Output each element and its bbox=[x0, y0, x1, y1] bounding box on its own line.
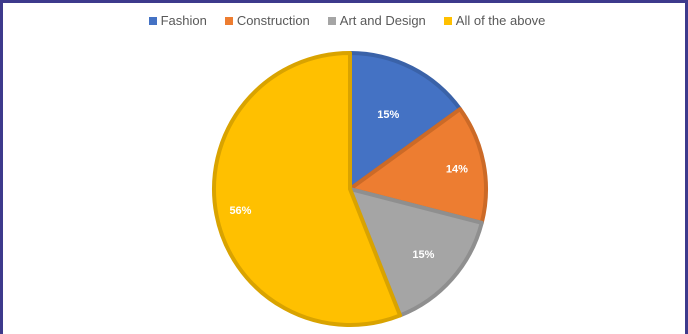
data-label-construction: 14% bbox=[446, 164, 468, 176]
pie-slice-art-and-design bbox=[348, 187, 484, 318]
pie-data-labels: 15% 14% 15% 56% bbox=[229, 109, 468, 261]
pie-slice-fashion bbox=[348, 51, 463, 191]
legend-label-art-and-design: Art and Design bbox=[339, 13, 426, 28]
legend-item-fashion: Fashion bbox=[148, 13, 207, 28]
legend-label-fashion: Fashion bbox=[160, 13, 207, 28]
legend-swatch-fashion bbox=[148, 16, 157, 25]
chart-legend: Fashion Construction Art and Design All … bbox=[3, 13, 688, 28]
pie-slices bbox=[212, 51, 488, 327]
data-label-all-of-the-above: 56% bbox=[229, 205, 251, 217]
data-label-fashion: 15% bbox=[377, 109, 399, 121]
legend-item-all-of-the-above: All of the above bbox=[443, 13, 546, 28]
legend-label-construction: Construction bbox=[236, 13, 310, 28]
legend-swatch-all-of-the-above bbox=[443, 16, 452, 25]
pie-slice-all-of-the-above bbox=[212, 51, 403, 327]
legend-item-art-and-design: Art and Design bbox=[327, 13, 426, 28]
legend-swatch-art-and-design bbox=[327, 16, 336, 25]
legend-label-all-of-the-above: All of the above bbox=[455, 13, 546, 28]
legend-swatch-construction bbox=[224, 16, 233, 25]
data-label-art-and-design: 15% bbox=[412, 249, 434, 261]
pie-slice-construction bbox=[348, 107, 488, 225]
pie-chart: 15% 14% 15% 56% bbox=[212, 51, 488, 327]
legend-item-construction: Construction bbox=[224, 13, 310, 28]
